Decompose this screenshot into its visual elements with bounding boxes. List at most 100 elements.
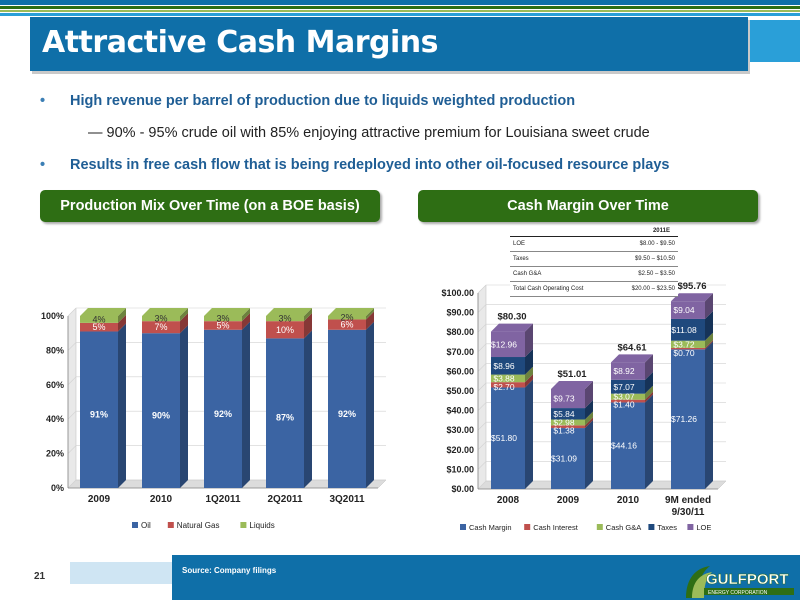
bar-segment: [671, 301, 705, 319]
bar-side: [525, 323, 533, 358]
header-stripe: [0, 0, 800, 5]
bar-side: [242, 321, 250, 488]
bar-top: [142, 308, 188, 316]
data-label: 90%: [152, 410, 170, 420]
bar-side: [705, 332, 713, 348]
y-tick-label: 20%: [46, 449, 64, 459]
data-label: $44.16: [611, 441, 637, 451]
bullet-text: High revenue per barrel of production du…: [70, 93, 576, 109]
logo-text: GULFPORT: [706, 571, 789, 588]
data-label: $3.07: [613, 392, 635, 402]
legend-label: Oil: [141, 521, 151, 530]
y-tick-label: 0%: [51, 483, 64, 493]
bar-side: [304, 308, 312, 322]
data-label: $1.38: [553, 425, 575, 435]
bar-side: [180, 325, 188, 488]
y-tick-label: 60%: [46, 380, 64, 390]
y-tick-label: $80.00: [446, 327, 474, 337]
slide-title: Attractive Cash Margins: [42, 25, 438, 60]
bar-side: [645, 391, 653, 403]
data-label: 92%: [214, 409, 232, 419]
bar-side: [366, 321, 374, 488]
data-label: 2%: [340, 313, 353, 323]
gridline: [477, 363, 487, 372]
source-note: Source: Company filings: [182, 566, 277, 575]
sub-bullet-text: — 90% - 95% crude oil with 85% enjoying …: [88, 125, 650, 141]
bar-side: [645, 354, 653, 380]
bar-segment: [671, 318, 705, 341]
gridline: [477, 461, 487, 470]
data-label: 91%: [90, 410, 108, 420]
bar-side: [585, 420, 593, 489]
bar-top: [204, 308, 250, 316]
y-tick-label: $70.00: [446, 347, 474, 357]
y-tick-label: $0.00: [451, 484, 474, 494]
y-tick-label: 100%: [41, 311, 64, 321]
total-label: $51.01: [557, 369, 587, 380]
data-label: $9.73: [553, 394, 575, 404]
cost-label: Total Cash Operating Cost: [510, 281, 613, 297]
data-label: $12.96: [491, 339, 517, 349]
bar-segment: [551, 428, 585, 489]
data-label: $3.72: [673, 339, 695, 349]
data-label: 4%: [92, 314, 105, 324]
x-tick-label: 2010: [150, 494, 173, 505]
bar-segment: [611, 379, 645, 394]
data-label: 5%: [92, 322, 105, 332]
production-mix-chart: 0% 20% 40% 60% 80% 100% 2009 2010 1Q2011 2Q2011 3Q…: [41, 307, 387, 530]
gridline: [67, 307, 77, 317]
legend-label: Cash Interest: [533, 523, 579, 532]
y-tick-label: $100.00: [441, 288, 474, 298]
data-label: $7.07: [613, 382, 635, 392]
bar-side: [304, 313, 312, 339]
y-tick-label: $10.00: [446, 464, 474, 474]
bar-segment: [491, 387, 525, 489]
data-label: 92%: [338, 409, 356, 419]
data-label: $9.04: [673, 305, 695, 315]
header-stripe: [0, 10, 800, 12]
gridline: [477, 343, 487, 353]
bar-top: [266, 308, 312, 316]
data-label: $2.98: [553, 417, 575, 427]
bar-side: [304, 330, 312, 488]
bar-side: [366, 311, 374, 330]
bullet-text: Results in free cash flow that is being …: [70, 157, 670, 173]
gridline: [67, 376, 77, 386]
y-tick-label: $60.00: [446, 366, 474, 376]
bar-side: [242, 313, 250, 330]
header-stripe: [0, 6, 800, 9]
x-tick-label: 2Q2011: [267, 494, 302, 505]
x-tick-label: 1Q2011: [205, 494, 240, 505]
bar-side: [705, 341, 713, 489]
bullet-item: • High revenue per barrel of production d…: [40, 93, 575, 109]
header-stripe: [0, 13, 800, 16]
x-tick-label: 9M ended: [665, 495, 711, 506]
cost-value: $9.50 – $10.50: [612, 251, 678, 267]
bar-top: [80, 308, 126, 316]
bar-top: [328, 308, 374, 316]
gridline: [477, 480, 487, 490]
legend-swatch: [687, 524, 694, 530]
cost-label: Taxes: [510, 251, 613, 267]
bar-side: [180, 308, 188, 322]
data-label: $71.26: [671, 414, 697, 424]
cost-label: LOE: [510, 236, 613, 252]
bar-segment: [491, 374, 525, 383]
legend-label: Taxes: [657, 523, 677, 532]
bar-segment: [671, 340, 705, 348]
data-label: 3%: [154, 314, 167, 324]
data-label: $0.70: [673, 348, 695, 358]
data-label: $51.80: [491, 433, 517, 443]
bar-segment: [204, 329, 242, 488]
bar-segment: [142, 333, 180, 488]
cost-value: $20.00 – $23.50: [612, 281, 678, 297]
data-label: 3%: [278, 314, 291, 324]
gridline: [67, 479, 77, 489]
bar-top: [611, 354, 653, 363]
bar-segment: [671, 349, 705, 489]
cost-table-header: 2011E: [510, 226, 678, 237]
bar-segment: [491, 357, 525, 375]
gridline: [477, 382, 487, 392]
legend-swatch: [460, 524, 466, 530]
bar-side: [525, 374, 533, 388]
